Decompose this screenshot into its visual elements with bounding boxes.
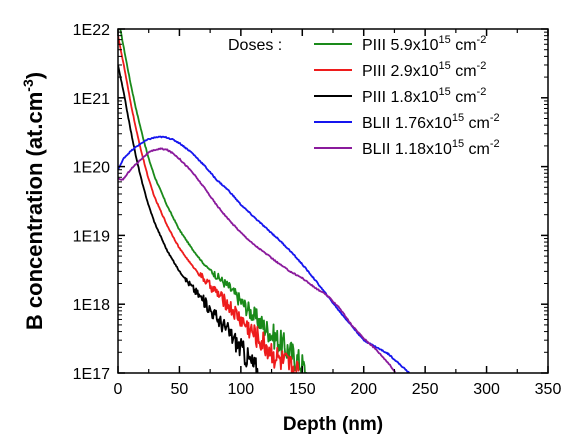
legend-entry-unit-exponent: -2 [477, 60, 487, 72]
series-line-4 [118, 135, 410, 373]
series-line-5 [118, 147, 396, 373]
legend-entry-unit-exponent: -2 [477, 34, 487, 46]
legend-entry-unit-exponent: -2 [490, 138, 500, 150]
y-tick-label: 1E21 [73, 91, 110, 108]
legend-entry-label: PIII 2.9x1015 cm-2 [362, 60, 486, 80]
legend-entry-exponent: 15 [452, 138, 464, 150]
x-tick-label: 150 [289, 381, 316, 398]
y-axis-title-main: B concentration (at.cm [22, 92, 47, 330]
legend-entry-main: PIII 5.9x10 [362, 37, 439, 54]
legend-entry-exponent: 15 [439, 86, 451, 98]
x-tick-label: 200 [350, 381, 377, 398]
series-line-3 [118, 64, 259, 373]
x-tick-label: 250 [412, 381, 439, 398]
series-line-1 [119, 29, 307, 373]
x-tick-label: 350 [535, 381, 562, 398]
legend-entry-exponent: 15 [439, 34, 451, 46]
legend-entry-label: BLII 1.76x1015 cm-2 [362, 112, 500, 132]
x-axis-title: Depth (nm) [283, 414, 383, 435]
plot-frame [117, 28, 549, 374]
y-axis-title-close: ) [22, 72, 47, 79]
legend-entry-unit: cm [451, 89, 477, 106]
y-tick-label: 1E19 [73, 228, 110, 245]
legend-entry-unit-exponent: -2 [477, 86, 487, 98]
legend-entry-label: PIII 1.8x1015 cm-2 [362, 86, 486, 106]
legend-entry-main: PIII 2.9x10 [362, 63, 439, 80]
series-layer [118, 29, 410, 373]
y-tick-label: 1E22 [73, 22, 110, 39]
legend-entry-unit-exponent: -2 [490, 112, 500, 124]
legend-title: Doses : [228, 37, 282, 54]
legend-entry-unit: cm [451, 63, 477, 80]
legend-entry-main: BLII 1.76x10 [362, 115, 452, 132]
legend-entry-main: BLII 1.18x10 [362, 141, 452, 158]
y-axis-title-exponent: -3 [20, 79, 36, 92]
x-tick-label: 100 [228, 381, 255, 398]
x-tick-label: 50 [171, 381, 189, 398]
legend-entry-unit: cm [464, 115, 490, 132]
legend-entry-exponent: 15 [439, 60, 451, 72]
tick-layer: 0 50 100 150 200 250 300 350 1E17 1E18 1E19 1E20 1E2… [73, 22, 562, 398]
legend-entry-label: PIII 5.9x1015 cm-2 [362, 34, 486, 54]
legend-entry-exponent: 15 [452, 112, 464, 124]
y-axis-title: B concentration (at.cm-3) [20, 72, 47, 330]
series-line-2 [118, 35, 300, 373]
legend-entry-main: PIII 1.8x10 [362, 89, 439, 106]
x-tick-label: 0 [114, 381, 123, 398]
legend-entry-label: BLII 1.18x1015 cm-2 [362, 138, 500, 158]
legend-entry-unit: cm [464, 141, 490, 158]
y-tick-label: 1E20 [73, 160, 110, 177]
x-tick-label: 300 [473, 381, 500, 398]
y-tick-label: 1E17 [73, 366, 110, 383]
y-tick-label: 1E18 [73, 297, 110, 314]
legend-entry-unit: cm [451, 37, 477, 54]
